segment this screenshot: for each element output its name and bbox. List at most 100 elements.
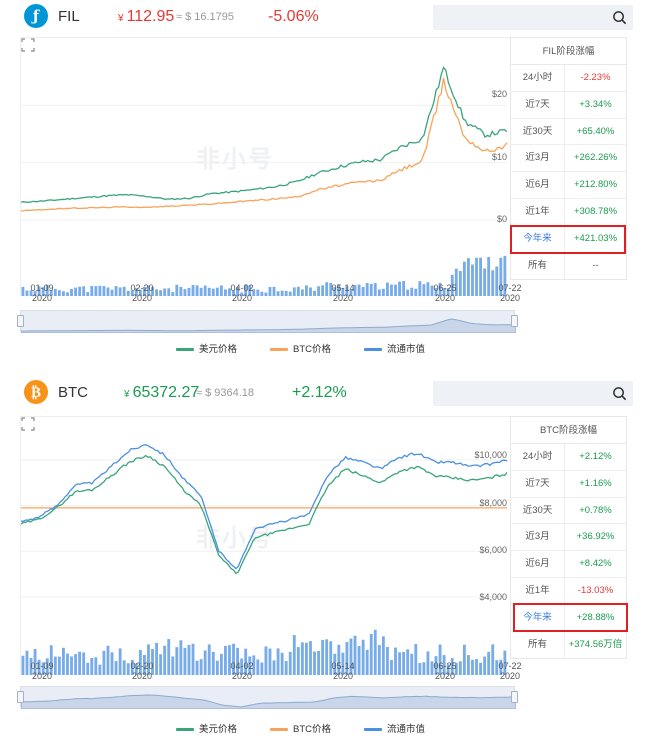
volume-bar	[418, 281, 422, 296]
x-tick-date: 06-25	[433, 661, 457, 671]
volume-bar	[21, 286, 25, 296]
volume-bar	[240, 658, 244, 675]
search-input[interactable]	[433, 381, 633, 406]
legend-swatch	[270, 347, 288, 351]
volume-bar	[394, 284, 397, 296]
fullscreen-icon[interactable]	[21, 38, 35, 52]
volume-bar	[272, 660, 276, 675]
volume-bar	[106, 287, 110, 296]
fil-chart[interactable]: 非小号 $20 $10 $0	[20, 37, 510, 296]
stats-row-all: 所有 +374.56万倍	[511, 631, 626, 659]
volume-bar	[163, 645, 167, 675]
stats-value: +28.88%	[576, 611, 615, 623]
volume-bar	[313, 651, 316, 675]
volume-bar	[373, 283, 377, 296]
volume-bar	[325, 639, 329, 675]
fullscreen-icon[interactable]	[21, 417, 35, 431]
bitcoin-logo-icon: ₿	[24, 380, 48, 404]
volume-bar	[329, 282, 333, 296]
stats-row-6m: 近6月 +212.80%	[511, 172, 626, 199]
volume-bar	[134, 288, 138, 296]
x-tick-label: 07-22 2020	[490, 283, 530, 303]
y-tick-label: $10	[491, 152, 507, 162]
volume-bar	[66, 292, 69, 296]
volume-bar	[341, 652, 345, 675]
volume-bar	[219, 285, 223, 296]
search-input[interactable]	[433, 5, 633, 30]
x-tick-label: 07-22 2020	[490, 661, 530, 681]
volume-bar	[37, 286, 41, 296]
legend-item-btc[interactable]: BTC价格	[270, 344, 331, 356]
volume-bar	[288, 291, 292, 296]
range-navigator[interactable]	[17, 686, 518, 709]
stats-label: 近30天	[511, 118, 565, 145]
volume-bar	[458, 271, 462, 296]
price-change: -5.06%	[268, 8, 319, 25]
volume-bar	[406, 289, 410, 296]
volume-bar	[130, 290, 134, 296]
range-navigator[interactable]	[17, 310, 518, 333]
volume-bar	[361, 286, 365, 296]
btc-header: ₿ BTC ¥65372.27 ≈ $ 9364.18 +2.12%	[0, 376, 647, 412]
volume-bar	[365, 649, 369, 675]
volume-bar	[321, 639, 325, 675]
search-icon[interactable]	[612, 10, 627, 25]
x-tick-date: 06-25	[433, 283, 457, 293]
legend-item-mcap[interactable]: 流通市值	[364, 724, 425, 736]
range-handle-left[interactable]	[17, 315, 24, 327]
legend-item-btc[interactable]: BTC价格	[270, 724, 331, 736]
range-handle-left[interactable]	[17, 691, 24, 703]
volume-bar	[381, 636, 385, 675]
navigator-series	[21, 318, 516, 333]
fil-panel: ƒ FIL ¥112.95 ≈ $ 16.1795 -5.06% 非小号 $20…	[0, 0, 647, 372]
volume-bar	[147, 285, 150, 296]
volume-bar	[183, 647, 187, 675]
x-tick-year: 2020	[31, 293, 53, 303]
volume-bar	[175, 284, 179, 296]
volume-bar	[264, 292, 268, 296]
search-icon[interactable]	[612, 386, 627, 401]
volume-bar	[187, 644, 191, 675]
volume-bar	[462, 261, 466, 296]
x-tick-date: 04-02	[230, 283, 254, 293]
volume-bar	[37, 659, 41, 675]
volume-bar	[155, 642, 158, 675]
stats-value: +0.78%	[579, 504, 612, 516]
volume-bar	[138, 650, 142, 675]
x-tick-year: 2020	[231, 293, 253, 303]
volume-bar	[151, 649, 154, 675]
volume-bar	[195, 285, 199, 296]
volume-bar	[110, 652, 114, 675]
volume-bar	[317, 650, 320, 675]
volume-bar	[130, 659, 134, 675]
volume-bar	[333, 287, 337, 296]
volume-bar	[264, 646, 268, 675]
volume-bar	[280, 290, 284, 296]
x-tick-label: 01-09 2020	[22, 283, 62, 303]
volume-bar	[373, 629, 377, 675]
volume-bar	[305, 642, 308, 675]
stats-label: 所有	[511, 252, 565, 280]
x-tick-year: 2020	[434, 671, 456, 681]
range-handle-right[interactable]	[511, 315, 518, 327]
legend-item-mcap[interactable]: 流通市值	[364, 344, 425, 356]
legend-item-usd[interactable]: 美元价格	[176, 344, 237, 356]
stats-value: +36.92%	[576, 531, 615, 543]
volume-bar	[430, 661, 434, 675]
volume-bar	[159, 290, 163, 296]
volume-bar	[329, 641, 333, 675]
x-tick-date: 05-14	[331, 661, 355, 671]
volume-bar	[252, 289, 256, 296]
range-handle-right[interactable]	[511, 691, 518, 703]
volume-bar	[66, 653, 69, 675]
volume-bar	[305, 285, 308, 296]
stats-row-30d: 近30天 +65.40%	[511, 118, 626, 146]
x-tick-date: 02-20	[130, 661, 154, 671]
btc-chart[interactable]: 非小号 $10,000 $8,000 $6,000 $4,000	[20, 416, 510, 675]
volume-bar	[94, 286, 98, 296]
volume-bar	[495, 266, 499, 296]
legend-item-usd[interactable]: 美元价格	[176, 724, 237, 736]
volume-bar	[53, 656, 57, 675]
volume-bar	[21, 655, 25, 675]
volume-bar	[414, 644, 418, 675]
